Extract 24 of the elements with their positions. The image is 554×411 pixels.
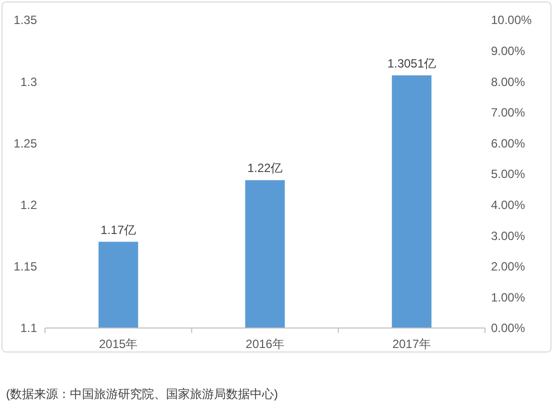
y2-tick-label: 5.00% (491, 167, 526, 182)
text: (数据来源：中国旅游研究院、国家旅游局数据中心) (6, 387, 278, 401)
y2-tick-label: 4.00% (491, 198, 526, 212)
y2-tick-label: 9.00% (491, 44, 526, 58)
x-tick-label: 2017年 (392, 337, 432, 351)
y2-tick-label: 10.00% (491, 13, 532, 28)
x-tick-label: 2016年 (246, 337, 284, 351)
y-tick-label: 1.25 (14, 136, 38, 150)
y-tick-label: 1.3 (20, 74, 38, 89)
y2-tick-label: 3.00% (491, 228, 526, 243)
y-tick-label: 1.2 (20, 198, 38, 212)
data-label: 1.17亿 (100, 222, 136, 237)
y-tick-label: 1.1 (20, 321, 38, 336)
y-tick-label: 1.35 (14, 13, 38, 28)
y-tick-label: 1.15 (14, 260, 38, 274)
y2-tick-label: 1.00% (491, 290, 526, 304)
y2-tick-label: 8.00% (491, 74, 526, 89)
y2-tick-label: 2.00% (491, 260, 526, 274)
y2-tick-label: 7.00% (491, 106, 526, 120)
x-tick-label: 2015年 (98, 337, 138, 351)
data-label: 1.22亿 (247, 161, 283, 176)
data-label: 1.3051亿 (387, 56, 436, 70)
y2-tick-label: 0.00% (491, 321, 526, 336)
y2-tick-label: 6.00% (491, 136, 526, 150)
